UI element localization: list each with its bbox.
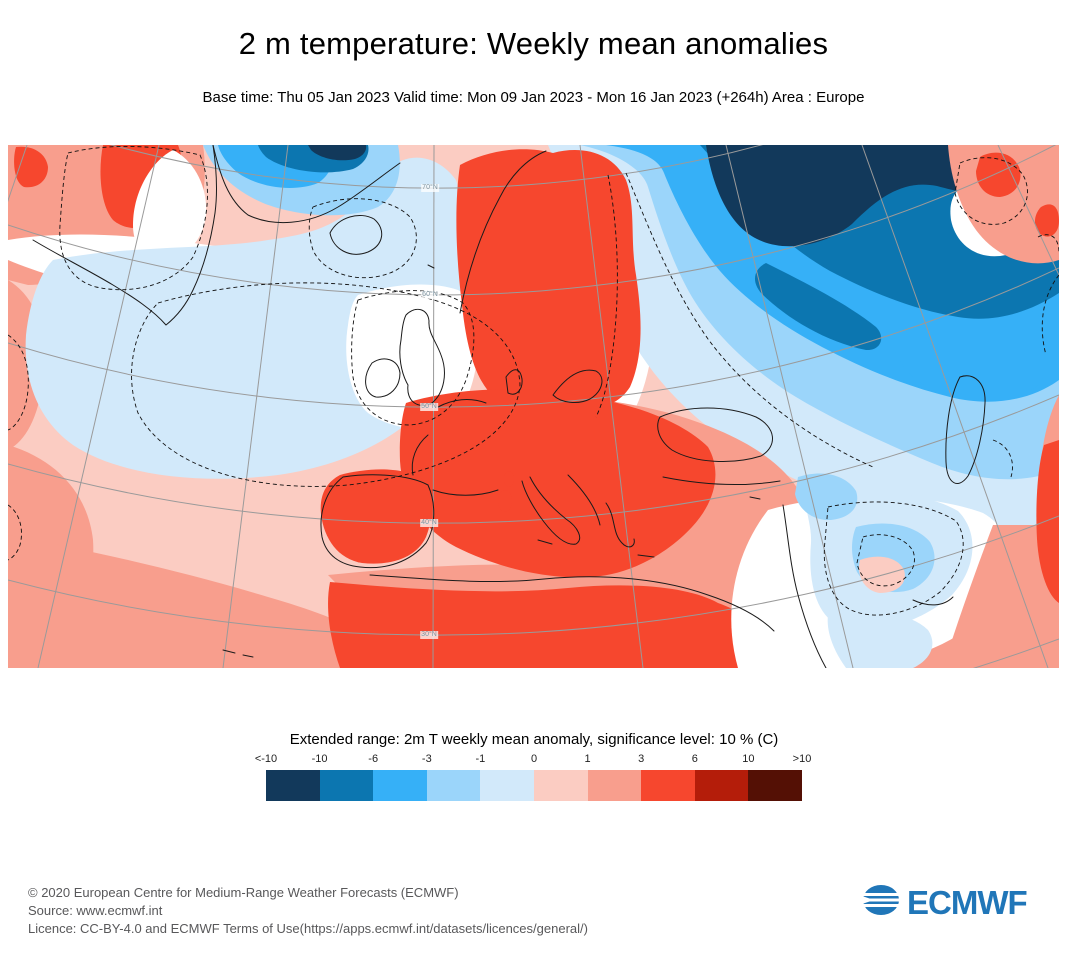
colorbar-tick: -6 bbox=[368, 753, 379, 765]
europe-anomaly-map bbox=[8, 145, 1059, 668]
latitude-label: 40°N bbox=[420, 519, 438, 527]
page-title: 2 m temperature: Weekly mean anomalies bbox=[238, 26, 829, 61]
colorbar-tick: -1 bbox=[475, 753, 486, 765]
colorbar-segment bbox=[266, 770, 320, 801]
colorbar-segment bbox=[533, 770, 588, 801]
base-valid-time-subtitle: Base time: Thu 05 Jan 2023 Valid time: M… bbox=[202, 89, 865, 106]
colorbar-segment bbox=[319, 770, 374, 801]
latitude-label: 70°N bbox=[421, 184, 439, 192]
colorbar-tick: 3 bbox=[638, 753, 645, 765]
anomaly-regions bbox=[8, 145, 1059, 668]
colorbar-segment bbox=[480, 770, 534, 801]
ecmwf-logo: ECMWF bbox=[862, 884, 1042, 920]
colorbar-segment bbox=[587, 770, 642, 801]
colorbar-tick: -3 bbox=[421, 753, 432, 765]
latitude-label: 30°N bbox=[420, 631, 438, 639]
source-line: Source: www.ecmwf.int bbox=[28, 903, 163, 918]
colorbar-tick-labels: <-10 -10 -6 -3 -1 0 1 3 6 10 >10 bbox=[255, 753, 812, 766]
latitude-label: 60°N bbox=[421, 291, 439, 299]
colorbar-tick: 1 bbox=[584, 753, 591, 765]
copyright-line: © 2020 European Centre for Medium-Range … bbox=[28, 885, 459, 900]
colorbar-segment bbox=[373, 770, 427, 801]
colorbar-segment bbox=[426, 770, 481, 801]
ecmwf-logo-mark-icon bbox=[862, 884, 904, 921]
colorbar-tick: >10 bbox=[792, 753, 812, 765]
colorbar-tick: -10 bbox=[311, 753, 328, 765]
colorbar bbox=[266, 770, 802, 801]
colorbar-segment bbox=[641, 770, 695, 801]
colorbar-segment bbox=[748, 770, 802, 801]
map-panel: 70°N 60°N 50°N 40°N 30°N bbox=[8, 145, 1059, 668]
significance-contours bbox=[8, 146, 1059, 616]
colorbar-segment bbox=[694, 770, 749, 801]
licence-line: Licence: CC-BY-4.0 and ECMWF Terms of Us… bbox=[28, 921, 588, 936]
footer-credits: © 2020 European Centre for Medium-Range … bbox=[28, 884, 588, 938]
latitude-label: 50°N bbox=[420, 403, 438, 411]
colorbar-tick: 10 bbox=[742, 753, 755, 765]
colorbar-tick: 0 bbox=[530, 753, 538, 765]
colorbar-tick: <-10 bbox=[254, 753, 278, 765]
legend-title: Extended range: 2m T weekly mean anomaly… bbox=[289, 731, 779, 748]
ecmwf-logo-text: ECMWF bbox=[907, 883, 1028, 921]
colorbar-tick: 6 bbox=[691, 753, 698, 765]
